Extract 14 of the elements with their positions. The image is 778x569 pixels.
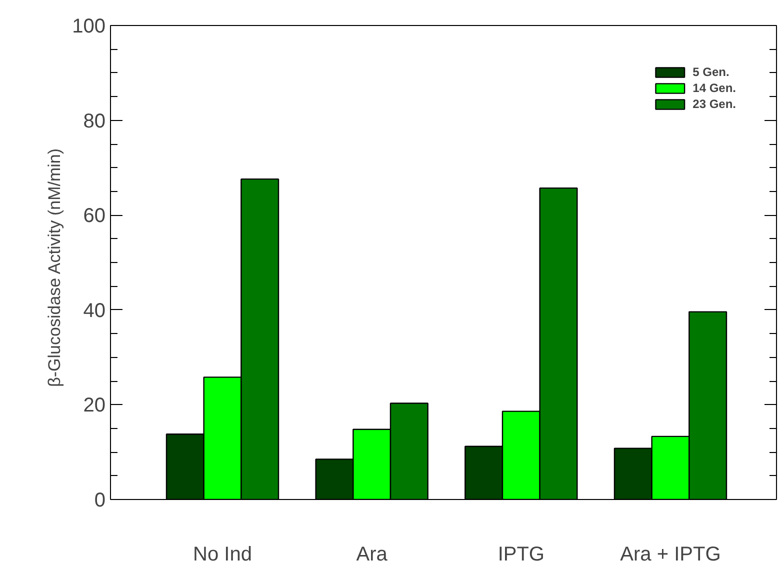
- y-tick-label: 40: [83, 300, 106, 322]
- y-axis-title: β-Glucosidase Activity (nM/min): [45, 148, 64, 387]
- y-tick-label: 60: [83, 205, 106, 228]
- x-tick-label: IPTG: [498, 544, 544, 566]
- legend-label: 14 Gen.: [692, 81, 736, 95]
- x-tick-label: Ara: [356, 544, 388, 566]
- legend-label: 5 Gen.: [692, 65, 730, 79]
- y-tick-label: 20: [83, 394, 106, 417]
- y-tick-label: 80: [83, 110, 106, 132]
- x-tick-label: Ara + IPTG: [620, 544, 721, 566]
- legend-label: 23 Gen.: [692, 97, 736, 111]
- y-tick-label: 100: [72, 16, 106, 38]
- y-tick-label: 0: [94, 490, 106, 512]
- x-tick-label: No Ind: [193, 544, 252, 566]
